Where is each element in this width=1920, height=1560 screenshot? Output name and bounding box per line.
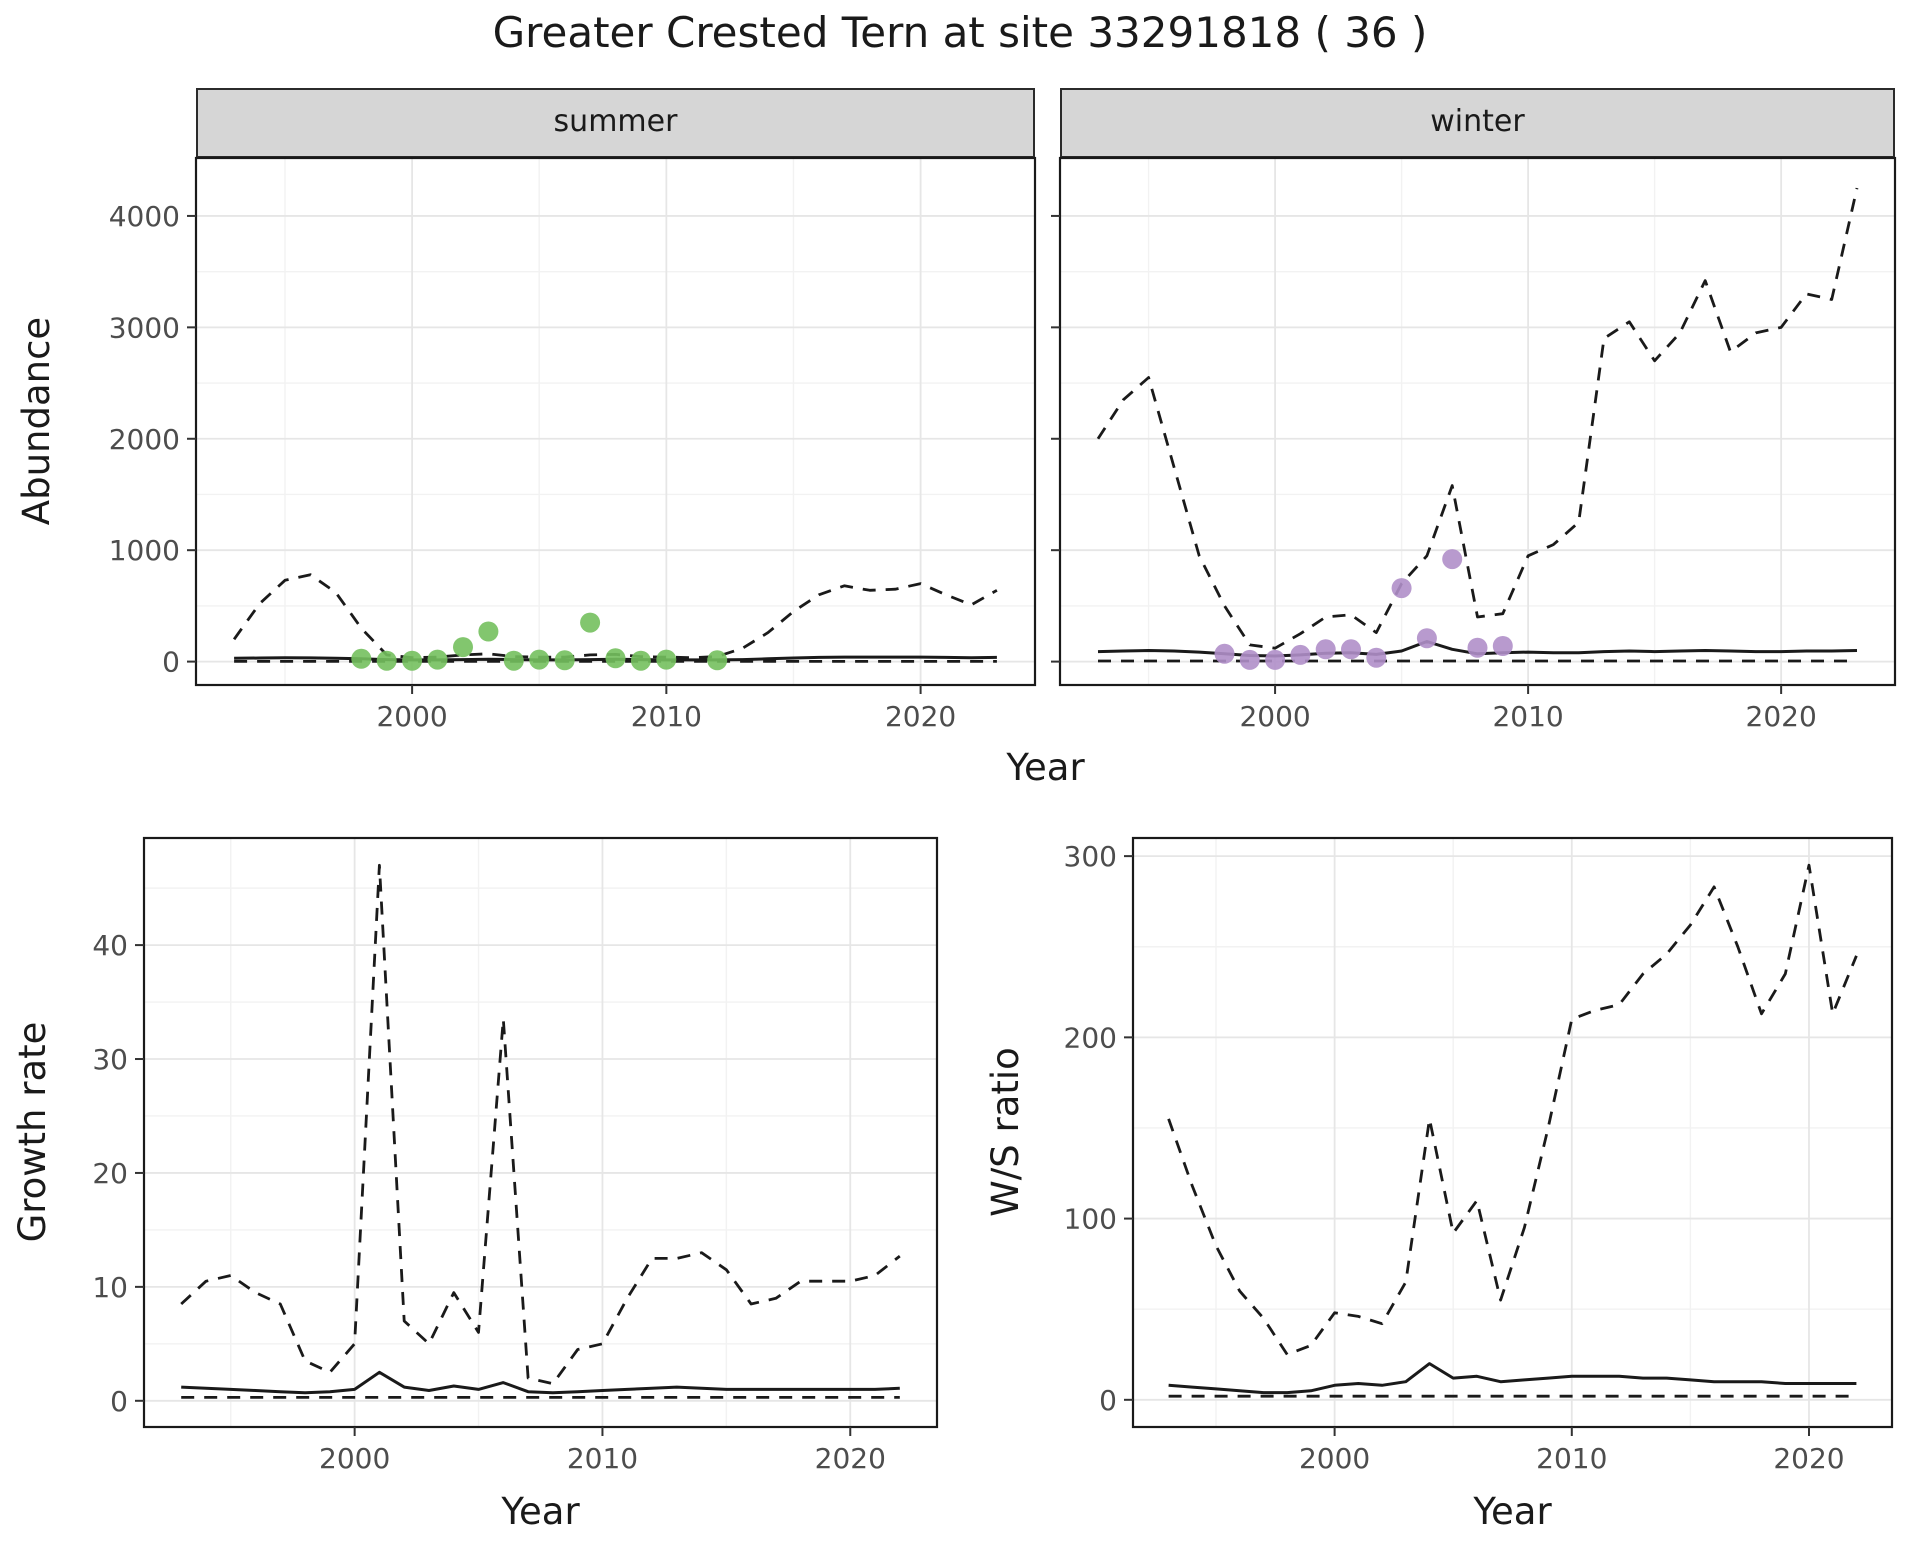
abundance-winter-observed-counts-point <box>1290 644 1311 665</box>
abundance-winter-observed-counts-point <box>1214 643 1235 664</box>
growth-rate-y-tick-label: 0 <box>110 1385 128 1418</box>
abundance-winter-observed-counts-point <box>1265 649 1286 670</box>
growth-rate-upper-ci-line <box>180 863 901 1386</box>
facet-strip-summer-label: summer <box>553 104 678 139</box>
abundance-winter-observed-counts-point <box>1239 649 1260 670</box>
abundance-summer-observed-counts-point <box>427 649 448 670</box>
abundance-summer-y-tick-label: 1000 <box>109 534 180 567</box>
growth-rate-y-tick-label: 40 <box>92 929 128 962</box>
abundance-summer-observed-counts-point <box>580 612 601 633</box>
abundance-summer-y-tick-label: 4000 <box>109 200 180 233</box>
abundance-summer-observed-counts-point <box>503 650 524 671</box>
abundance-summer-x-tick-label: 2020 <box>885 700 956 733</box>
abundance-summer-observed-counts-point <box>554 650 575 671</box>
abundance-winter-x-tick-label: 2010 <box>1492 700 1563 733</box>
abundance-winter-observed-counts-point <box>1391 578 1412 599</box>
abundance-summer-y-tick-label: 2000 <box>109 423 180 456</box>
abundance-winter-observed-counts-point <box>1492 636 1513 656</box>
growth-rate-y-tick-label: 10 <box>92 1271 128 1304</box>
abundance-summer-plot: 2000 2010 2020 0 1000 2000 3000 4000 <box>109 156 1037 733</box>
growth-rate-x-tick-label: 2010 <box>567 1442 638 1475</box>
facet-strip-winter: winter <box>1060 88 1895 158</box>
abundance-summer-observed-counts-point <box>656 649 677 670</box>
abundance-winter-x-tick-label: 2000 <box>1239 700 1310 733</box>
x-axis-title-year-top: Year <box>1006 746 1085 789</box>
abundance-winter-observed-counts-point <box>1467 637 1488 658</box>
abundance-summer-observed-counts-point <box>351 648 372 669</box>
abundance-winter-observed-counts-point <box>1442 549 1463 570</box>
facet-strip-winter-label: winter <box>1430 104 1525 139</box>
facet-strip-summer: summer <box>196 88 1035 158</box>
ws-ratio-upper-ci-line <box>1167 863 1858 1356</box>
ws-ratio-x-tick-label: 2020 <box>1773 1442 1844 1475</box>
abundance-winter-observed-counts-point <box>1341 639 1361 660</box>
growth-rate-median-line <box>181 1370 900 1395</box>
abundance-summer-observed-counts-point <box>478 621 499 642</box>
abundance-summer-observed-counts-point <box>605 648 626 669</box>
growth-rate-y-tick-label: 30 <box>92 1043 128 1076</box>
abundance-winter-observed-counts-point <box>1366 647 1387 668</box>
abundance-winter-upper-ci-line <box>1096 187 1859 650</box>
ws-ratio-y-tick-label: 100 <box>1064 1203 1117 1236</box>
abundance-winter-observed-counts-point <box>1315 639 1336 660</box>
abundance-summer-observed-counts-point <box>707 650 728 671</box>
ws-ratio-plot: 2000 2010 2020 0 100 200 300 <box>1064 836 1894 1475</box>
abundance-summer-observed-counts-point <box>529 649 550 670</box>
ws-ratio-y-tick-label: 0 <box>1099 1384 1117 1417</box>
abundance-summer-x-tick-label: 2010 <box>631 700 702 733</box>
ws-ratio-x-tick-label: 2010 <box>1536 1442 1607 1475</box>
x-axis-title-year-ratio: Year <box>1473 1490 1552 1533</box>
ws-ratio-y-tick-label: 200 <box>1064 1021 1117 1054</box>
abundance-summer-observed-counts-point <box>453 637 473 658</box>
abundance-winter-plot: 2000 2010 2020 <box>1051 156 1897 733</box>
x-axis-title-year-growth: Year <box>501 1490 580 1533</box>
abundance-summer-y-tick-label: 3000 <box>109 311 180 344</box>
ws-ratio-y-tick-label: 300 <box>1064 840 1117 873</box>
abundance-winter-x-tick-label: 2020 <box>1746 700 1817 733</box>
ws-ratio-median-line <box>1168 1362 1857 1395</box>
chart-title: Greater Crested Tern at site 33291818 ( … <box>492 8 1428 57</box>
growth-rate-x-tick-label: 2020 <box>815 1442 886 1475</box>
ws-ratio-x-tick-label: 2000 <box>1299 1442 1370 1475</box>
growth-rate-x-tick-label: 2000 <box>319 1442 390 1475</box>
growth-rate-plot: 2000 2010 2020 0 10 20 30 40 <box>92 836 939 1475</box>
abundance-summer-x-tick-label: 2000 <box>376 700 447 733</box>
abundance-summer-observed-counts-point <box>630 650 651 671</box>
abundance-winter-observed-counts-point <box>1416 628 1437 649</box>
abundance-summer-observed-counts-point <box>376 650 397 671</box>
abundance-summer-observed-counts-point <box>402 650 423 671</box>
growth-rate-y-tick-label: 20 <box>92 1157 128 1190</box>
abundance-summer-y-tick-label: 0 <box>162 646 180 679</box>
